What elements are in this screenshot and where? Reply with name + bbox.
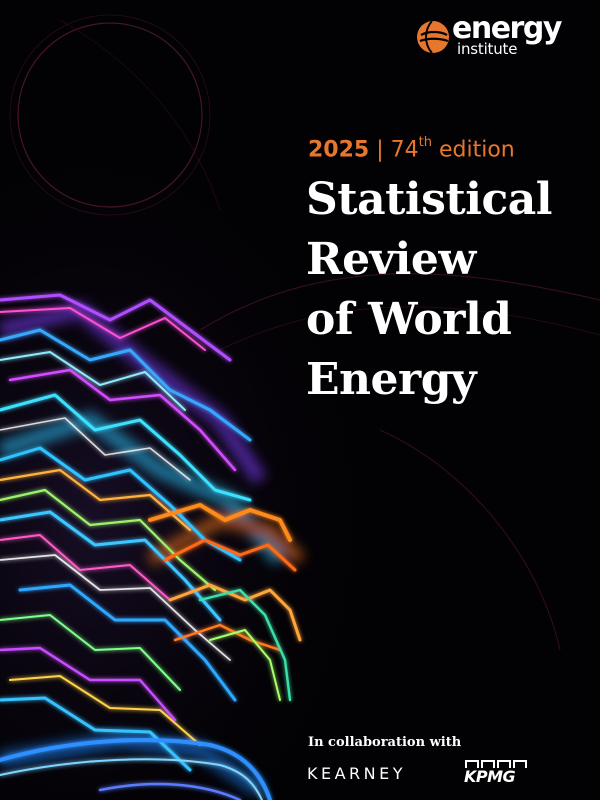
energy-institute-logo: energy institute (412, 11, 572, 58)
edition-line: 2025 | 74th edition (308, 130, 515, 165)
title-line-1: Statistical (306, 174, 552, 225)
logo-wordmark-energy: energy (452, 11, 562, 46)
edition-ordinal-suffix: th (418, 135, 432, 150)
energy-institute-logo-icon (417, 20, 449, 54)
report-title: Statistical Review of World Energy (306, 170, 596, 410)
edition-word: edition (439, 137, 515, 163)
kpmg-logo-icon (465, 760, 527, 768)
edition-number: 74 (390, 137, 419, 163)
kpmg-logo: KPMG (463, 760, 529, 786)
kpmg-wordmark: KPMG (464, 767, 516, 786)
edition-year: 2025 (308, 137, 370, 163)
logo-wordmark-institute: institute (457, 40, 518, 58)
title-line-3: of World (306, 294, 512, 345)
title-line-4: Energy (306, 354, 477, 405)
collaboration-label: In collaboration with (308, 735, 462, 750)
edition-separator: | (376, 137, 384, 163)
kearney-logo: KEARNEY (307, 764, 407, 783)
title-line-2: Review (306, 234, 476, 285)
